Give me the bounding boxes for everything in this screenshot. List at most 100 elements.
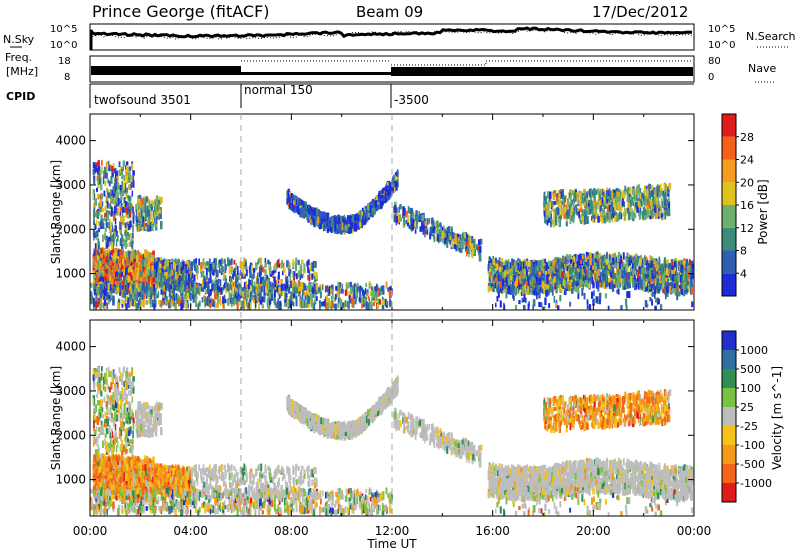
power-cell xyxy=(263,279,266,287)
power-cell xyxy=(125,277,128,282)
power-cell xyxy=(94,243,97,250)
power-cell xyxy=(334,293,337,300)
power-cell xyxy=(349,287,353,293)
power-cell xyxy=(302,213,305,219)
power-cell xyxy=(99,257,103,265)
power-cell xyxy=(369,205,372,213)
power-cell xyxy=(298,286,301,292)
power-cell xyxy=(96,297,99,302)
power-cell xyxy=(109,251,111,260)
power-cell xyxy=(127,206,130,214)
power-cell xyxy=(152,221,154,226)
power-cell xyxy=(106,201,109,208)
power-cell xyxy=(284,292,288,298)
power-cell xyxy=(313,208,316,216)
power-cell xyxy=(358,218,360,226)
frequency-segment-2 xyxy=(241,72,391,75)
power-cell xyxy=(129,221,132,228)
power-cell xyxy=(440,236,442,242)
power-cell xyxy=(314,283,316,288)
power-cell xyxy=(197,304,200,310)
power-cell xyxy=(228,266,231,275)
power-cell xyxy=(111,207,114,216)
power-cell xyxy=(171,273,174,279)
power-cell xyxy=(128,184,131,190)
power-cell xyxy=(389,185,391,191)
power-cell xyxy=(238,292,241,300)
power-cell xyxy=(278,286,281,295)
power-cell xyxy=(134,284,137,293)
power-cell xyxy=(284,284,287,292)
power-cell xyxy=(208,258,211,265)
power-cell xyxy=(334,224,337,232)
power-cell xyxy=(111,189,113,196)
power-cell xyxy=(179,263,182,270)
power-cell xyxy=(151,287,154,294)
power-cell xyxy=(184,282,187,290)
power-cell xyxy=(107,179,110,184)
power-cell xyxy=(329,227,332,233)
power-cell xyxy=(272,272,274,279)
power-cell xyxy=(429,232,432,240)
power-cell xyxy=(104,205,107,212)
power-cell xyxy=(143,293,146,300)
power-cell xyxy=(117,268,120,273)
power-cell xyxy=(341,222,344,231)
power-cell xyxy=(178,262,181,270)
power-cell xyxy=(471,250,474,259)
power-cell xyxy=(299,199,302,206)
power-cell xyxy=(376,303,380,309)
power-cell xyxy=(111,166,114,172)
power-cell xyxy=(446,227,449,234)
power-cell xyxy=(209,299,212,305)
power-cell xyxy=(122,166,124,172)
power-cell xyxy=(142,267,146,272)
power-cell xyxy=(241,287,245,293)
power-cell xyxy=(382,285,385,293)
power-cell xyxy=(92,189,96,196)
power-cell xyxy=(224,263,227,271)
power-cell xyxy=(464,233,467,238)
power-cell xyxy=(178,267,181,276)
power-cell xyxy=(187,261,190,269)
power-cell xyxy=(113,182,117,188)
power-cell xyxy=(286,287,289,292)
power-cell xyxy=(149,257,152,264)
power-cell xyxy=(125,176,129,185)
power-cell xyxy=(169,276,172,281)
power-cell xyxy=(198,282,200,288)
power-cell xyxy=(90,296,93,305)
power-cell xyxy=(99,253,101,259)
power-cell xyxy=(253,286,256,294)
power-cell xyxy=(369,301,373,310)
power-cell xyxy=(286,295,289,304)
power-cell xyxy=(114,274,117,282)
power-cell xyxy=(119,211,122,217)
power-cell xyxy=(478,253,482,262)
power-cell xyxy=(383,196,385,202)
power-cell xyxy=(111,242,114,249)
power-cell xyxy=(162,285,165,291)
power-cell xyxy=(194,285,196,293)
power-cell xyxy=(185,295,187,302)
power-cell xyxy=(250,279,253,287)
power-cell xyxy=(301,281,304,290)
power-cell xyxy=(176,265,178,272)
power-cell xyxy=(336,225,339,234)
power-cell xyxy=(354,224,357,230)
power-cell xyxy=(120,193,123,201)
power-cell xyxy=(176,297,178,304)
power-cell xyxy=(102,257,105,265)
power-cell xyxy=(99,177,102,185)
power-cell xyxy=(445,230,448,235)
power-cell xyxy=(236,302,239,310)
power-cell xyxy=(129,261,132,266)
power-cell xyxy=(292,261,295,268)
power-cell xyxy=(248,280,251,286)
power-cell xyxy=(233,259,236,265)
power-cell xyxy=(365,215,369,222)
power-cell xyxy=(93,223,96,229)
power-cell xyxy=(184,294,187,299)
power-cell xyxy=(167,262,170,271)
power-cell xyxy=(128,173,131,181)
